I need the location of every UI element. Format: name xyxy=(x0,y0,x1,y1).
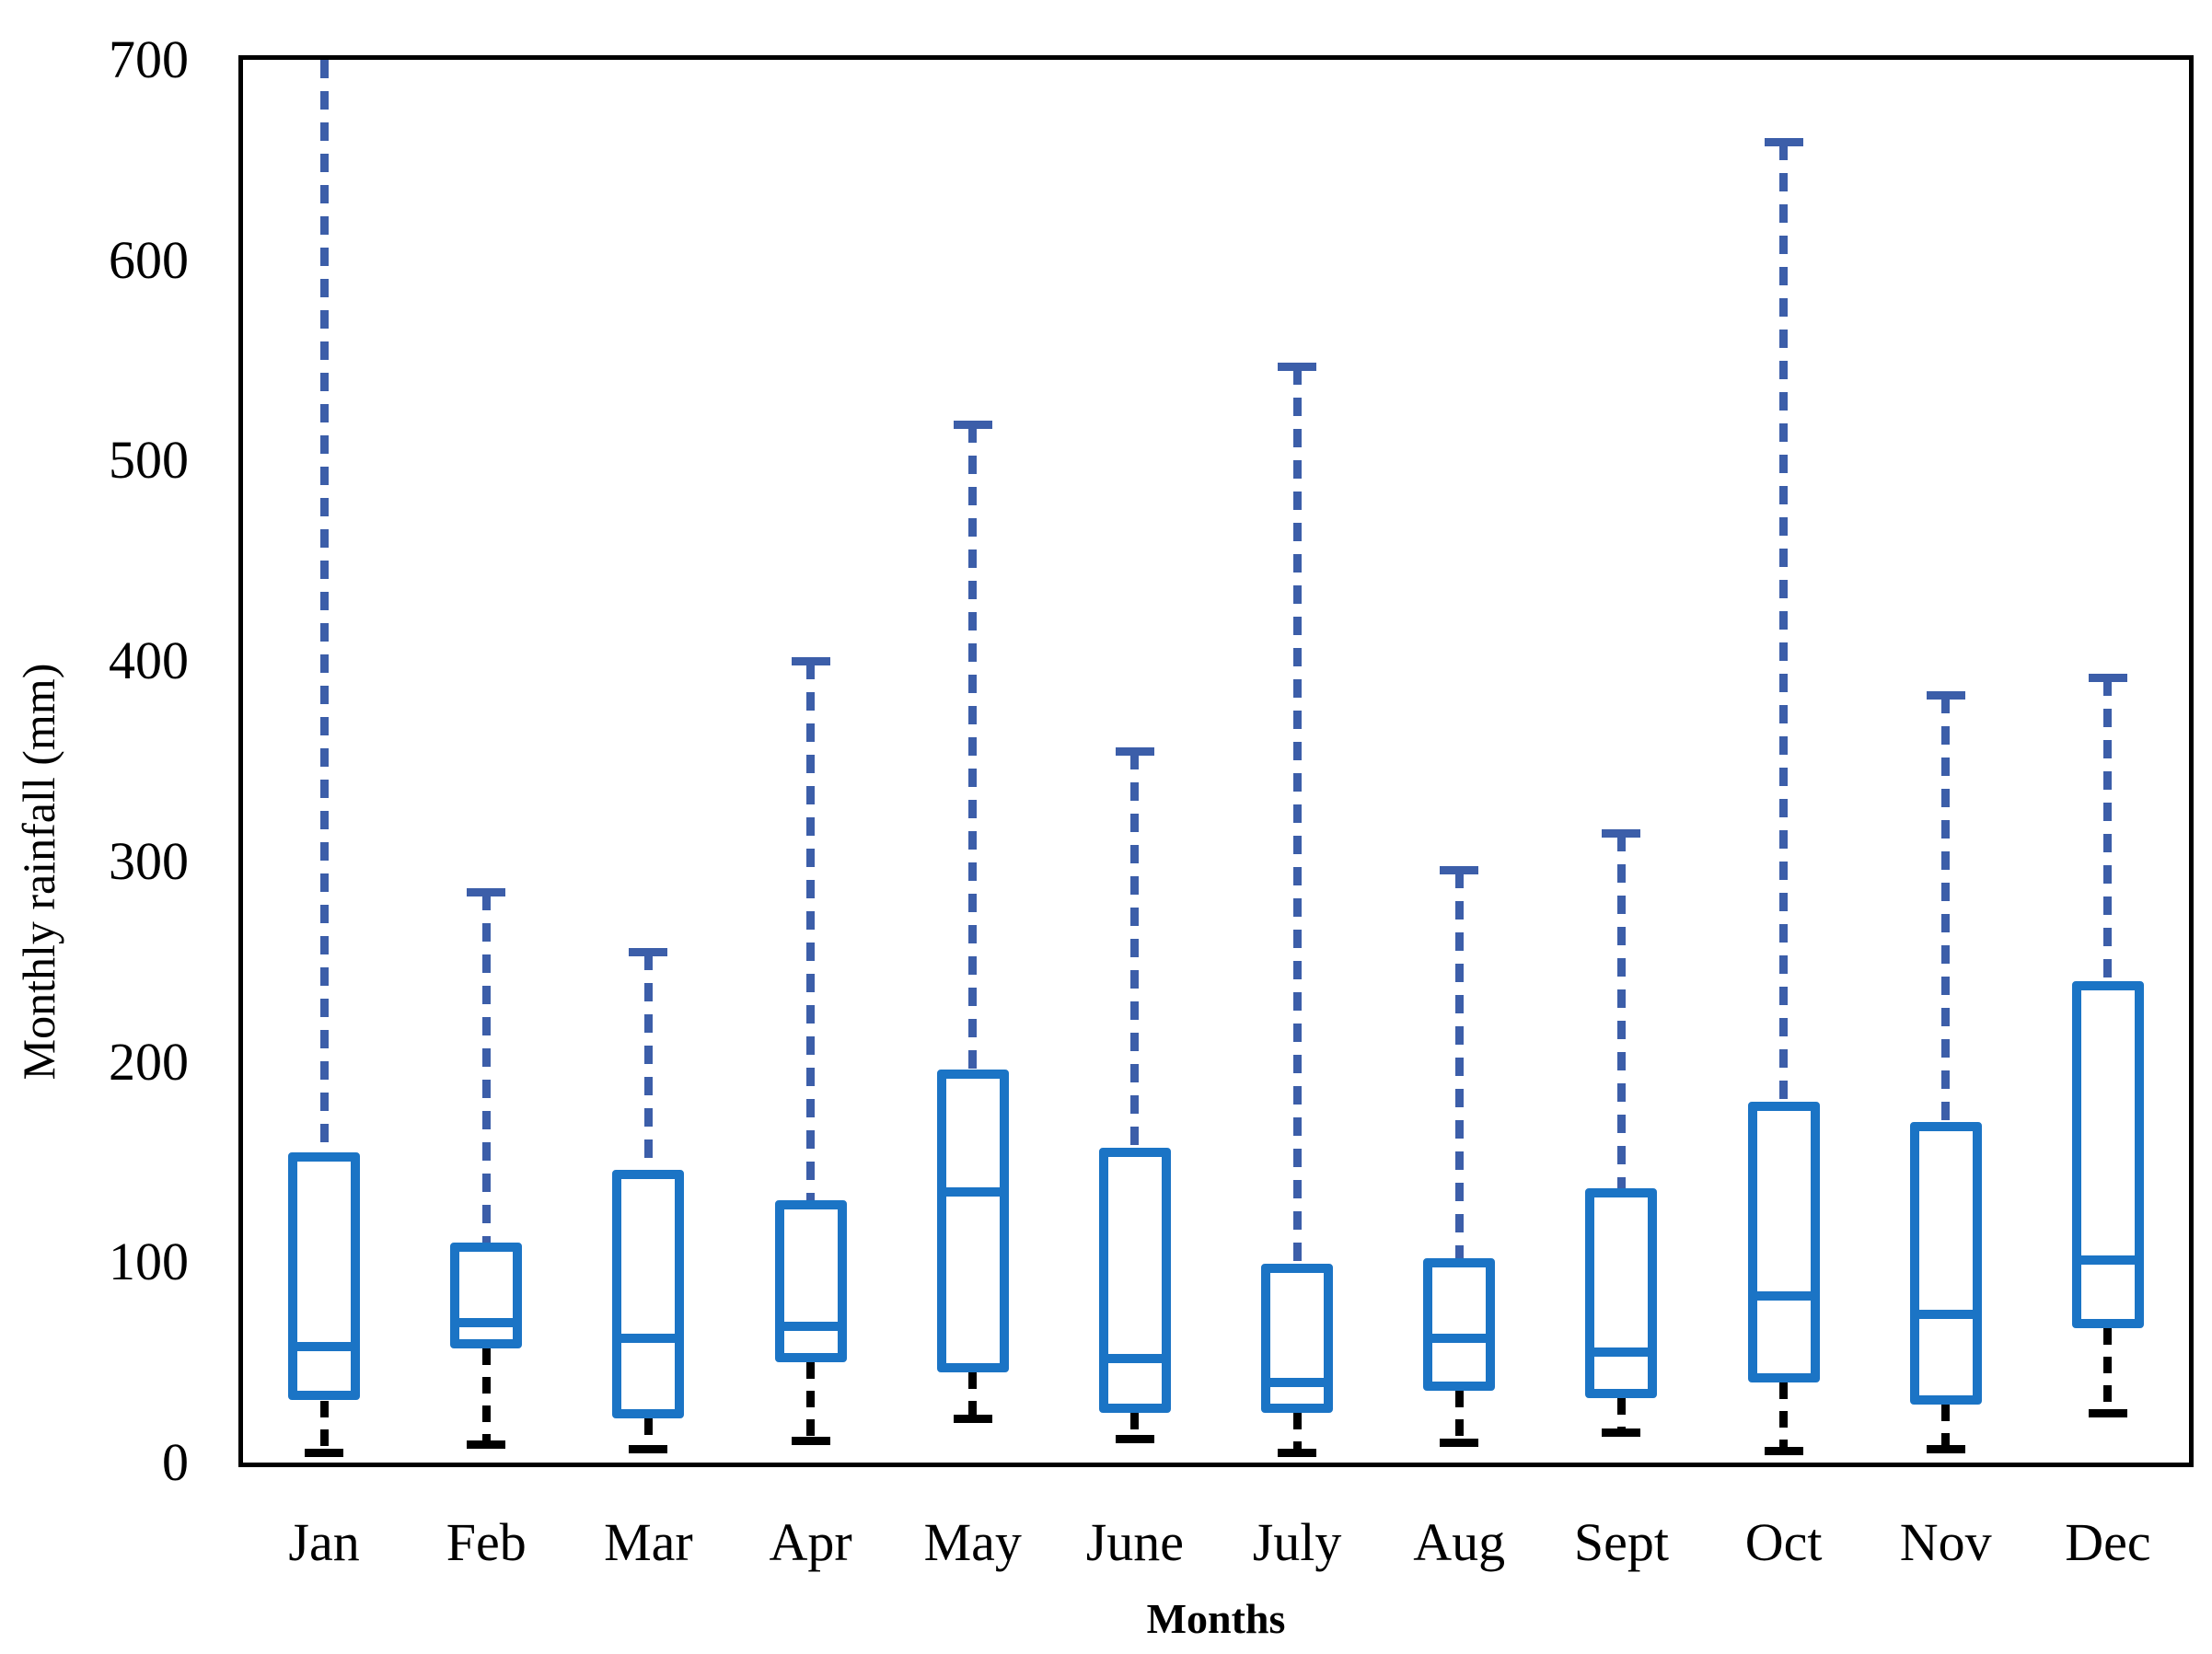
lower-whisker-cap-june xyxy=(1115,1434,1154,1443)
box-jan xyxy=(288,1151,361,1401)
upper-whisker-cap-june xyxy=(1115,747,1154,757)
box-mar xyxy=(612,1170,685,1419)
lower-whisker-oct xyxy=(1779,1382,1789,1451)
lower-whisker-july xyxy=(1292,1412,1302,1453)
y-tick-label: 100 xyxy=(109,1232,189,1292)
lower-whisker-may xyxy=(968,1372,978,1419)
x-axis-title: Months xyxy=(1146,1595,1286,1642)
median-line-sept xyxy=(1585,1347,1658,1358)
box-apr xyxy=(774,1199,847,1363)
lower-whisker-jan xyxy=(319,1400,329,1453)
upper-whisker-oct xyxy=(1779,142,1789,1103)
y-tick-label: 200 xyxy=(109,1031,189,1092)
lower-whisker-cap-mar xyxy=(629,1444,668,1453)
upper-whisker-apr xyxy=(806,661,816,1200)
median-line-oct xyxy=(1747,1291,1820,1301)
upper-whisker-cap-apr xyxy=(791,657,830,666)
lower-whisker-cap-jan xyxy=(305,1449,344,1458)
lower-whisker-cap-sept xyxy=(1602,1428,1641,1438)
y-tick-label: 500 xyxy=(109,430,189,491)
upper-whisker-may xyxy=(968,424,978,1070)
median-line-nov xyxy=(1909,1309,1982,1319)
lower-whisker-sept xyxy=(1616,1398,1626,1433)
lower-whisker-cap-dec xyxy=(2088,1408,2127,1417)
upper-whisker-dec xyxy=(2103,677,2113,982)
median-line-apr xyxy=(774,1321,847,1331)
upper-whisker-mar xyxy=(643,951,653,1171)
median-line-june xyxy=(1098,1353,1171,1363)
x-tick-label-july: July xyxy=(1252,1512,1342,1572)
box-sept xyxy=(1585,1187,1658,1399)
y-tick-label: 700 xyxy=(109,29,189,89)
lower-whisker-cap-nov xyxy=(1926,1444,1965,1453)
upper-whisker-cap-mar xyxy=(629,947,668,956)
upper-whisker-cap-oct xyxy=(1764,138,1803,147)
lower-whisker-cap-july xyxy=(1278,1449,1317,1458)
median-line-mar xyxy=(612,1334,685,1344)
x-tick-label-jan: Jan xyxy=(288,1512,360,1572)
upper-whisker-feb xyxy=(481,891,491,1243)
median-line-feb xyxy=(450,1317,523,1327)
upper-whisker-july xyxy=(1292,366,1302,1265)
lower-whisker-dec xyxy=(2103,1328,2113,1413)
upper-whisker-jan xyxy=(319,60,329,1152)
median-line-may xyxy=(936,1187,1009,1197)
median-line-aug xyxy=(1423,1334,1496,1344)
box-oct xyxy=(1747,1102,1820,1382)
x-tick-label-june: June xyxy=(1085,1512,1185,1572)
box-aug xyxy=(1423,1257,1496,1391)
lower-whisker-june xyxy=(1130,1412,1140,1439)
y-tick-label: 0 xyxy=(162,1432,189,1492)
x-tick-label-may: May xyxy=(923,1512,1022,1572)
x-tick-label-aug: Aug xyxy=(1413,1512,1506,1572)
x-tick-label-nov: Nov xyxy=(1899,1512,1992,1572)
lower-whisker-cap-aug xyxy=(1440,1439,1479,1448)
upper-whisker-cap-nov xyxy=(1926,691,1965,700)
upper-whisker-cap-aug xyxy=(1440,865,1479,874)
x-tick-label-oct: Oct xyxy=(1744,1512,1823,1572)
box-dec xyxy=(2071,981,2144,1329)
x-tick-label-mar: Mar xyxy=(604,1512,693,1572)
upper-whisker-cap-july xyxy=(1278,363,1317,372)
upper-whisker-cap-sept xyxy=(1602,829,1641,839)
median-line-july xyxy=(1261,1377,1334,1387)
lower-whisker-apr xyxy=(806,1362,816,1441)
median-line-jan xyxy=(288,1341,361,1351)
plot-area xyxy=(238,55,2194,1467)
upper-whisker-aug xyxy=(1454,869,1464,1258)
x-tick-label-apr: Apr xyxy=(769,1512,852,1572)
y-tick-label: 400 xyxy=(109,630,189,691)
upper-whisker-sept xyxy=(1616,833,1626,1188)
median-line-dec xyxy=(2071,1255,2144,1266)
box-july xyxy=(1261,1264,1334,1413)
y-tick-label: 600 xyxy=(109,229,189,290)
lower-whisker-cap-apr xyxy=(791,1437,830,1446)
upper-whisker-cap-may xyxy=(953,421,992,430)
lower-whisker-aug xyxy=(1454,1390,1464,1443)
lower-whisker-cap-may xyxy=(953,1415,992,1424)
y-tick-label: 300 xyxy=(109,830,189,891)
box-june xyxy=(1098,1148,1171,1413)
lower-whisker-feb xyxy=(481,1347,491,1445)
box-nov xyxy=(1909,1121,1982,1405)
box-feb xyxy=(450,1242,523,1348)
upper-whisker-cap-feb xyxy=(467,887,506,896)
upper-whisker-nov xyxy=(1941,695,1951,1122)
lower-whisker-mar xyxy=(643,1418,653,1449)
lower-whisker-nov xyxy=(1941,1404,1951,1449)
x-tick-label-sept: Sept xyxy=(1573,1512,1669,1572)
lower-whisker-cap-feb xyxy=(467,1440,506,1450)
upper-whisker-cap-dec xyxy=(2088,673,2127,682)
x-tick-label-dec: Dec xyxy=(2065,1512,2151,1572)
upper-whisker-june xyxy=(1130,751,1140,1149)
lower-whisker-cap-oct xyxy=(1764,1446,1803,1455)
x-tick-label-feb: Feb xyxy=(446,1512,527,1572)
box-may xyxy=(936,1070,1009,1372)
